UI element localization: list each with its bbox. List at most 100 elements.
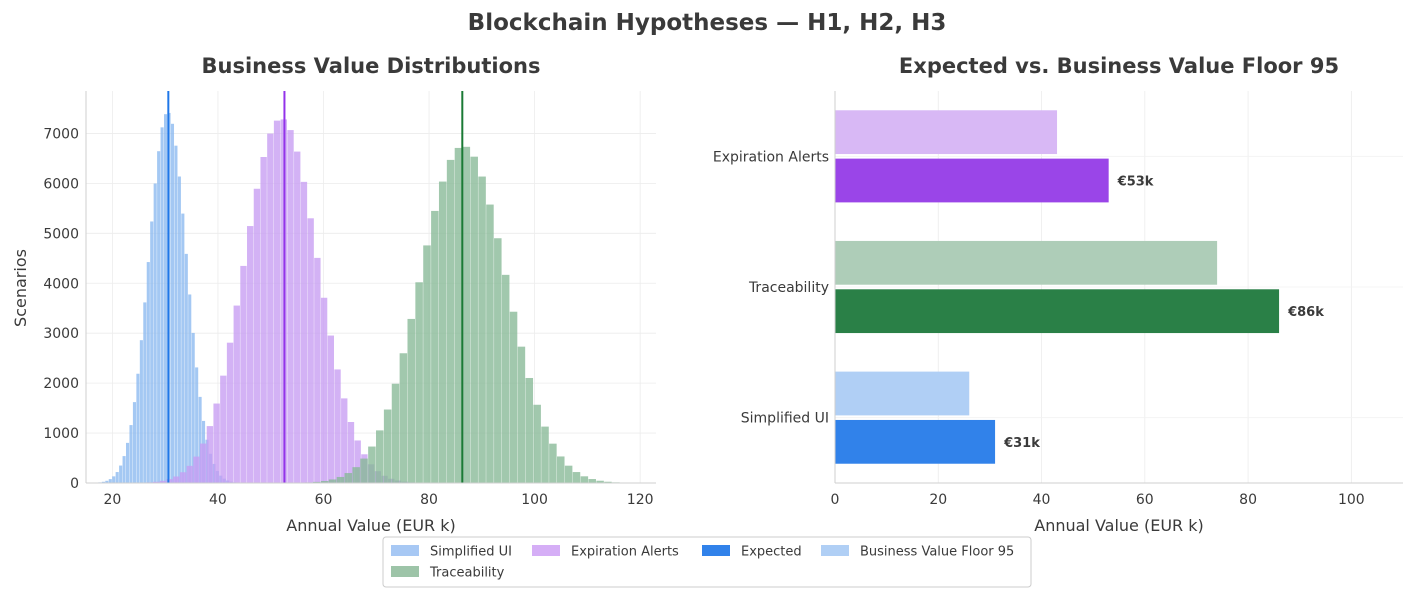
expected-bar: [835, 289, 1280, 334]
histogram-bar-0: [198, 396, 202, 483]
legend-swatch: [391, 566, 419, 577]
bar-category-label: Traceability: [748, 280, 829, 296]
histogram-bar-2: [320, 480, 329, 483]
histogram-bar-0: [191, 332, 195, 483]
histogram-bar-1: [240, 265, 247, 483]
histogram-bar-1: [200, 443, 207, 483]
histogram-bar-0: [174, 145, 178, 483]
histogram-bar-2: [564, 465, 573, 483]
histogram-bar-2: [462, 146, 471, 483]
histogram-bar-1: [159, 480, 167, 483]
legend-swatch: [821, 545, 849, 556]
histogram-axes: 20 40 60 80 100 120 0 1000 2000 3000 4000 5000 6000 7…: [43, 91, 656, 508]
floor-bar: [835, 240, 1218, 285]
legend-swatch: [391, 545, 419, 556]
histogram-ytick-label: 3000: [43, 326, 79, 342]
histogram-bar-0: [153, 183, 157, 483]
histogram-bar-1: [206, 426, 214, 483]
histogram-ytick-label: 5000: [43, 226, 79, 242]
histogram-bar-0: [139, 340, 143, 483]
histogram-ytick-label: 7000: [43, 126, 79, 142]
histogram-bar-0: [108, 479, 112, 483]
histogram-bar-2: [604, 481, 612, 483]
histogram-bar-2: [368, 446, 376, 483]
bar-xtick-label: 40: [1033, 492, 1051, 508]
bar-category-label: Simplified UI: [741, 411, 829, 427]
histogram-bar-1: [273, 120, 281, 484]
bar-xlabel: Annual Value (EUR k): [1034, 516, 1204, 535]
legend-label: Simplified UI: [430, 545, 512, 560]
histogram-bar-0: [188, 294, 192, 483]
histogram-ytick-label: 4000: [43, 276, 79, 292]
figure-suptitle: Blockchain Hypotheses — H1, H2, H3: [468, 10, 947, 36]
histogram-grid: [86, 91, 656, 484]
bar-grid: [834, 91, 1403, 483]
histogram-bar-1: [300, 181, 308, 483]
histogram-bar-0: [181, 213, 185, 483]
histogram-bar-2: [501, 274, 510, 483]
bar-xtick-label: 100: [1338, 492, 1365, 508]
histogram-bar-0: [157, 151, 161, 483]
histogram-bar-1: [186, 465, 193, 483]
histogram-ytick-label: 6000: [43, 176, 79, 192]
histogram-bar-0: [119, 465, 123, 483]
histogram-bar-0: [150, 221, 154, 483]
histogram-bar-2: [399, 353, 408, 483]
histogram-ytick-label: 2000: [43, 376, 79, 392]
histogram-bar-0: [101, 481, 105, 483]
histogram-bar-1: [347, 422, 355, 483]
histogram-bar-1: [341, 398, 348, 483]
histogram-bar-1: [314, 257, 321, 483]
histogram-bar-2: [446, 159, 455, 483]
histogram-bar-0: [136, 373, 140, 483]
legend-label: Business Value Floor 95: [860, 545, 1014, 560]
histogram-bar-2: [494, 238, 502, 483]
histogram-bar-2: [580, 476, 589, 483]
legend-label: Traceability: [429, 566, 505, 581]
histogram-bar-2: [572, 472, 581, 483]
histogram-bar-1: [152, 481, 160, 483]
histogram-bar-2: [470, 156, 478, 483]
histogram-bar-1: [179, 472, 187, 483]
histogram-bar-2: [336, 476, 345, 483]
histogram-bar-2: [533, 404, 541, 483]
histogram-bar-0: [132, 402, 137, 483]
histogram-bar-1: [226, 342, 234, 483]
bar-panel: Expected vs. Business Value Floor 95 €53…: [713, 54, 1403, 535]
histogram-bar-0: [126, 442, 130, 483]
histogram-bar-2: [588, 479, 596, 483]
histogram-bar-2: [525, 377, 534, 483]
bar-xtick-label: 60: [1136, 492, 1154, 508]
histogram-bar-2: [391, 383, 400, 483]
histogram-bar-2: [509, 311, 518, 483]
histogram-bar-1: [260, 157, 267, 483]
histogram-bar-2: [352, 467, 360, 483]
histogram-bar-1: [233, 305, 240, 483]
histogram-bar-2: [486, 204, 494, 483]
histogram-bar-0: [129, 425, 133, 483]
histogram-bar-1: [220, 375, 227, 483]
histogram-ytick-label: 1000: [43, 426, 79, 442]
expected-bar: [835, 419, 996, 464]
histogram-bar-2: [438, 181, 447, 483]
histogram-bar-1: [327, 335, 334, 483]
histogram-bar-2: [454, 147, 463, 483]
histogram-bar-0: [105, 480, 109, 483]
histogram-bar-0: [112, 476, 116, 483]
histogram-bar-2: [376, 430, 384, 483]
bar-xtick-label: 20: [929, 492, 947, 508]
histogram-bar-2: [383, 409, 392, 483]
histogram-bar-2: [423, 245, 431, 483]
histogram-bar-1: [166, 479, 173, 483]
histogram-xtick-label: 120: [627, 492, 654, 508]
bar-xtick-label: 80: [1239, 492, 1257, 508]
expected-value-label: €86k: [1287, 305, 1324, 320]
histogram-bar-1: [193, 456, 200, 483]
histogram-bar-2: [596, 480, 604, 483]
legend-label: Expected: [741, 545, 802, 560]
histogram-bar-2: [407, 318, 416, 483]
floor-bar: [835, 371, 970, 416]
histogram-bar-0: [143, 302, 147, 483]
histogram-bar-2: [478, 176, 486, 483]
expected-lines: [167, 91, 464, 483]
